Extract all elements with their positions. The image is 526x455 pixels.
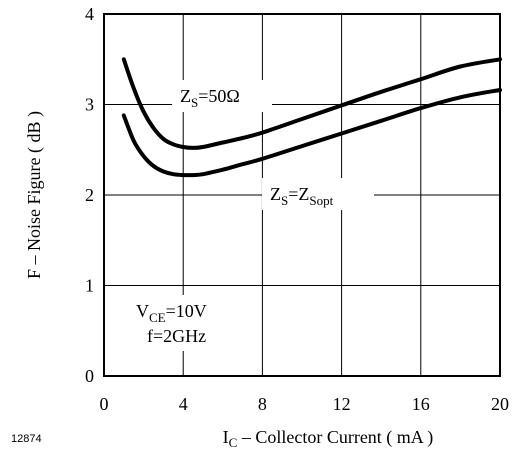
x-tick-labels: 0 4 8 12 16 20: [100, 394, 510, 414]
x-axis-label: IC – Collector Current ( mA ): [223, 427, 434, 450]
figure-number: 12874: [11, 433, 42, 445]
x-tick-label-2: 8: [258, 394, 267, 414]
y-tick-labels: 0 1 2 3 4: [85, 4, 94, 386]
y-tick-label-3: 3: [85, 95, 94, 115]
x-tick-label-5: 20: [491, 394, 509, 414]
x-tick-label-0: 0: [100, 394, 109, 414]
y-tick-label-4: 4: [85, 4, 94, 24]
annotation-zs-50: ZS=50Ω: [180, 86, 240, 110]
annotation-backgrounds: [130, 80, 374, 351]
annotation-frequency: f=2GHz: [147, 326, 206, 346]
annotation-zs-50-bg: [172, 80, 272, 112]
y-axis-label: F – Noise Figure ( dB ): [24, 111, 45, 279]
x-tick-label-4: 16: [412, 394, 430, 414]
y-tick-label-0: 0: [85, 366, 94, 386]
plot-frame: [103, 13, 501, 377]
series-line-1: [121, 88, 502, 178]
x-tick-label-1: 4: [179, 394, 188, 414]
y-tick-label-1: 1: [85, 276, 94, 296]
x-tick-label-3: 12: [333, 394, 351, 414]
annotation-vce: VCE=10V: [136, 301, 207, 325]
series-line-0: [121, 57, 502, 150]
y-tick-label-2: 2: [85, 185, 94, 205]
annotation-conditions-bg: [130, 295, 234, 351]
annotation-zs-opt: ZS=ZSopt: [270, 184, 334, 208]
curves: [121, 57, 502, 178]
annotation-zs-opt-bg: [262, 178, 374, 210]
